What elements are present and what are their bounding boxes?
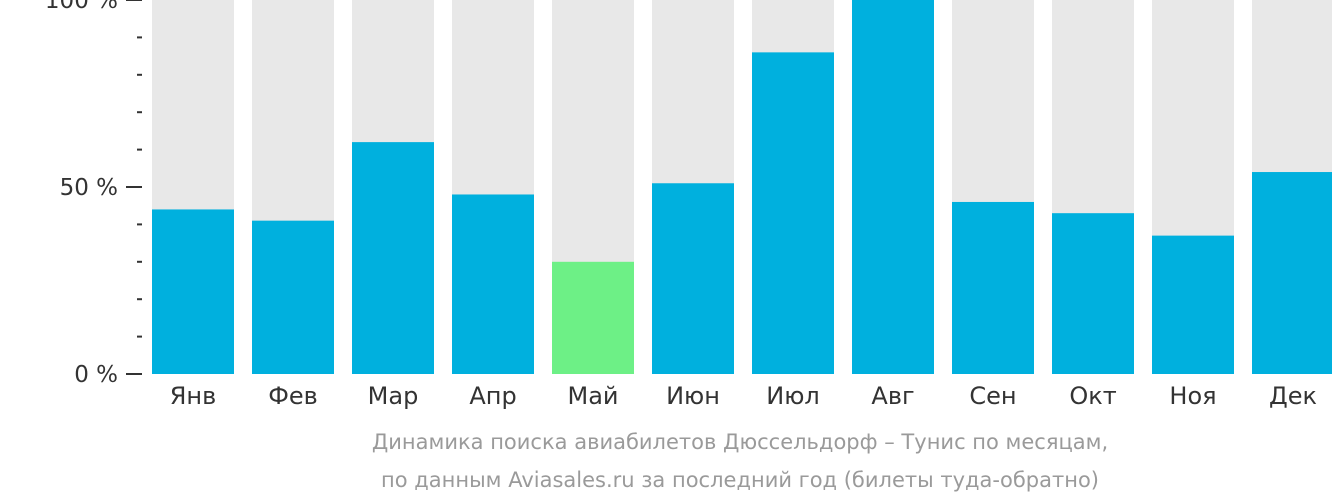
x-tick-label: Ноя	[1169, 382, 1216, 410]
bar	[652, 183, 734, 374]
bar	[352, 142, 434, 374]
chart-caption-line2: по данным Aviasales.ru за последний год …	[381, 468, 1099, 492]
x-tick-label: Дек	[1269, 382, 1317, 410]
y-tick-label: 0 %	[74, 362, 118, 388]
x-tick-label: Апр	[469, 382, 516, 410]
bar	[1252, 172, 1332, 374]
y-tick-label: 50 %	[60, 175, 118, 201]
x-tick-label: Авг	[871, 382, 914, 410]
bar	[252, 220, 334, 374]
bar	[752, 52, 834, 375]
bar	[552, 261, 634, 374]
x-tick-label: Мар	[368, 382, 419, 410]
x-tick-label: Июл	[766, 382, 820, 410]
bar	[852, 0, 934, 374]
bar	[152, 209, 234, 374]
x-tick-label: Янв	[170, 382, 217, 410]
x-tick-label: Окт	[1069, 382, 1116, 410]
bar	[1152, 235, 1234, 374]
bar	[952, 201, 1034, 374]
x-tick-label: Сен	[969, 382, 1016, 410]
x-tick-label: Май	[567, 382, 618, 410]
bar	[1052, 213, 1134, 374]
bar	[452, 194, 534, 374]
chart-caption-line1: Динамика поиска авиабилетов Дюссельдорф …	[371, 430, 1109, 454]
x-tick-label: Фев	[268, 382, 318, 410]
x-tick-label: Июн	[666, 382, 720, 410]
y-tick-label: 100 %	[45, 0, 118, 14]
